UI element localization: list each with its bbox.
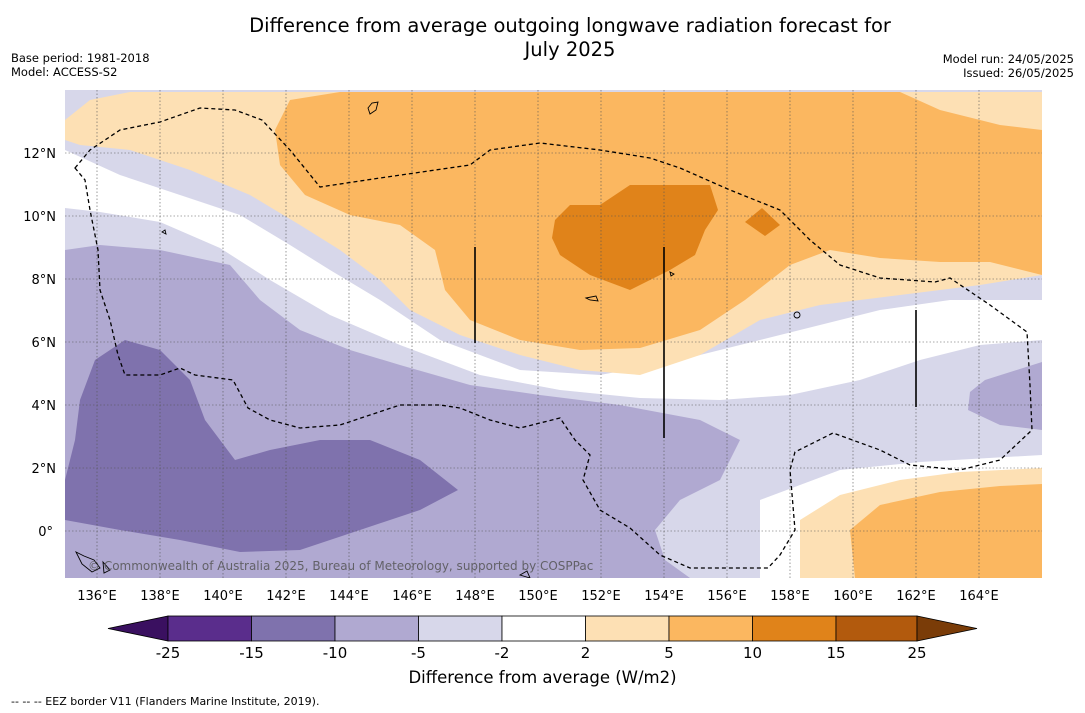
latitude-axis: 12°N 10°N 8°N 6°N 4°N 2°N 0° <box>23 147 56 540</box>
lon-label: 142°E <box>266 589 306 604</box>
colorbar-tick: -25 <box>156 644 181 662</box>
colorbar-tick: 5 <box>664 644 674 662</box>
map-area: © Commonwealth of Australia 2025, Bureau… <box>65 90 1042 578</box>
colorbar-tick: -2 <box>495 644 510 662</box>
lat-label: 4°N <box>32 399 57 414</box>
lat-label: 8°N <box>32 273 57 288</box>
lon-label: 160°E <box>833 589 873 604</box>
title-line-1: Difference from average outgoing longwav… <box>249 14 891 37</box>
colorbar-tick: -10 <box>323 644 348 662</box>
eez-footnote: -- -- -- EEZ border V11 (Flanders Marine… <box>11 695 320 708</box>
lon-label: 138°E <box>140 589 180 604</box>
lon-label: 136°E <box>77 589 117 604</box>
colorbar-swatch <box>585 615 670 642</box>
islands <box>74 101 801 578</box>
colorbar-max-arrow <box>916 615 978 642</box>
lon-label: 144°E <box>329 589 369 604</box>
base-period: Base period: 1981-2018 <box>11 51 150 65</box>
lat-label: 6°N <box>32 336 57 351</box>
lon-label: 158°E <box>770 589 810 604</box>
title-line-2: July 2025 <box>524 38 616 61</box>
lon-label: 162°E <box>896 589 936 604</box>
colorbar-swatch <box>167 615 252 642</box>
lat-label: 2°N <box>32 462 57 477</box>
colorbar-tick: 15 <box>826 644 845 662</box>
lon-label: 156°E <box>707 589 747 604</box>
longitude-axis: 136°E 138°E 140°E 142°E 144°E 146°E 148°… <box>77 589 999 604</box>
colorbar-label: Difference from average (W/m2) <box>408 668 677 687</box>
colorbar-tick: 25 <box>907 644 926 662</box>
colorbar-swatch <box>418 615 503 642</box>
colorbar-tick: -15 <box>239 644 264 662</box>
colorbar-swatch <box>251 615 336 642</box>
colorbar-swatch <box>668 615 753 642</box>
lon-label: 140°E <box>203 589 243 604</box>
colorbar-tick: -5 <box>411 644 426 662</box>
run-info: Model run: 24/05/2025 Issued: 26/05/2025 <box>943 52 1074 80</box>
lat-label: 10°N <box>23 210 56 225</box>
colorbar: -25 -15 -10 -5 -2 2 5 10 15 25 <box>107 615 978 662</box>
model-name: Model: ACCESS-S2 <box>11 65 118 79</box>
colorbar-swatch <box>334 615 419 642</box>
lon-label: 154°E <box>644 589 684 604</box>
region-orange-lower <box>850 484 1042 578</box>
lon-label: 148°E <box>455 589 495 604</box>
lon-label: 152°E <box>581 589 621 604</box>
region-dark-orange-small <box>745 208 780 236</box>
region-medium-purple-right <box>968 362 1042 430</box>
lat-label: 0° <box>38 525 53 540</box>
eez-border <box>74 107 1033 569</box>
issued-date: Issued: 26/05/2025 <box>963 66 1074 80</box>
region-dark-orange <box>552 185 718 290</box>
copyright-notice: © Commonwealth of Australia 2025, Bureau… <box>88 559 593 573</box>
lon-label: 146°E <box>392 589 432 604</box>
region-dark-purple <box>65 340 458 552</box>
colorbar-min-arrow <box>107 615 169 642</box>
model-run: Model run: 24/05/2025 <box>942 52 1074 66</box>
lon-label: 150°E <box>518 589 558 604</box>
lon-label: 164°E <box>959 589 999 604</box>
colorbar-swatch <box>835 615 918 642</box>
region-white-band <box>65 150 1042 400</box>
model-info: Base period: 1981-2018 Model: ACCESS-S2 <box>11 51 150 79</box>
colorbar-swatch <box>501 615 586 642</box>
lat-label: 12°N <box>23 147 56 162</box>
map-gridlines <box>65 90 1042 578</box>
colorbar-tick: 2 <box>581 644 591 662</box>
colorbar-tick: 10 <box>743 644 762 662</box>
colorbar-swatch <box>752 615 837 642</box>
map-title: Difference from average outgoing longwav… <box>150 14 990 62</box>
black-markers <box>474 247 917 438</box>
